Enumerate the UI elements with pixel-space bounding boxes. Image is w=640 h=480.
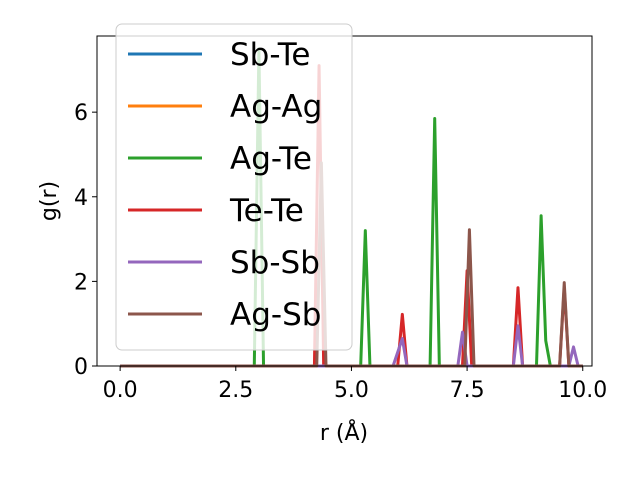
x-axis-label: r (Å): [320, 419, 368, 446]
legend-label-sb-sb: Sb-Sb: [230, 245, 320, 281]
legend-label-te-te: Te-Te: [229, 193, 304, 229]
y-axis-label: g(r): [37, 181, 62, 221]
legend-label-ag-ag: Ag-Ag: [230, 89, 322, 125]
legend: Sb-Te Ag-Ag Ag-Te Te-Te Sb-Sb Ag-Sb: [115, 23, 353, 351]
x-tick-label: 5.0: [334, 378, 369, 403]
y-tick-label: 2: [74, 270, 88, 295]
y-axis: 0 2 4 6: [74, 101, 97, 380]
y-tick-label: 6: [74, 101, 88, 126]
x-tick-label: 10.0: [558, 378, 607, 403]
x-axis: 0.0 2.5 5.0 7.5 10.0: [103, 366, 607, 403]
legend-label-ag-te: Ag-Te: [230, 141, 312, 177]
y-tick-label: 0: [74, 355, 88, 380]
legend-label-sb-te: Sb-Te: [230, 37, 310, 73]
x-tick-label: 0.0: [103, 378, 138, 403]
x-tick-label: 7.5: [450, 378, 485, 403]
x-tick-label: 2.5: [218, 378, 253, 403]
legend-label-ag-sb: Ag-Sb: [230, 297, 321, 333]
y-tick-label: 4: [74, 186, 88, 211]
